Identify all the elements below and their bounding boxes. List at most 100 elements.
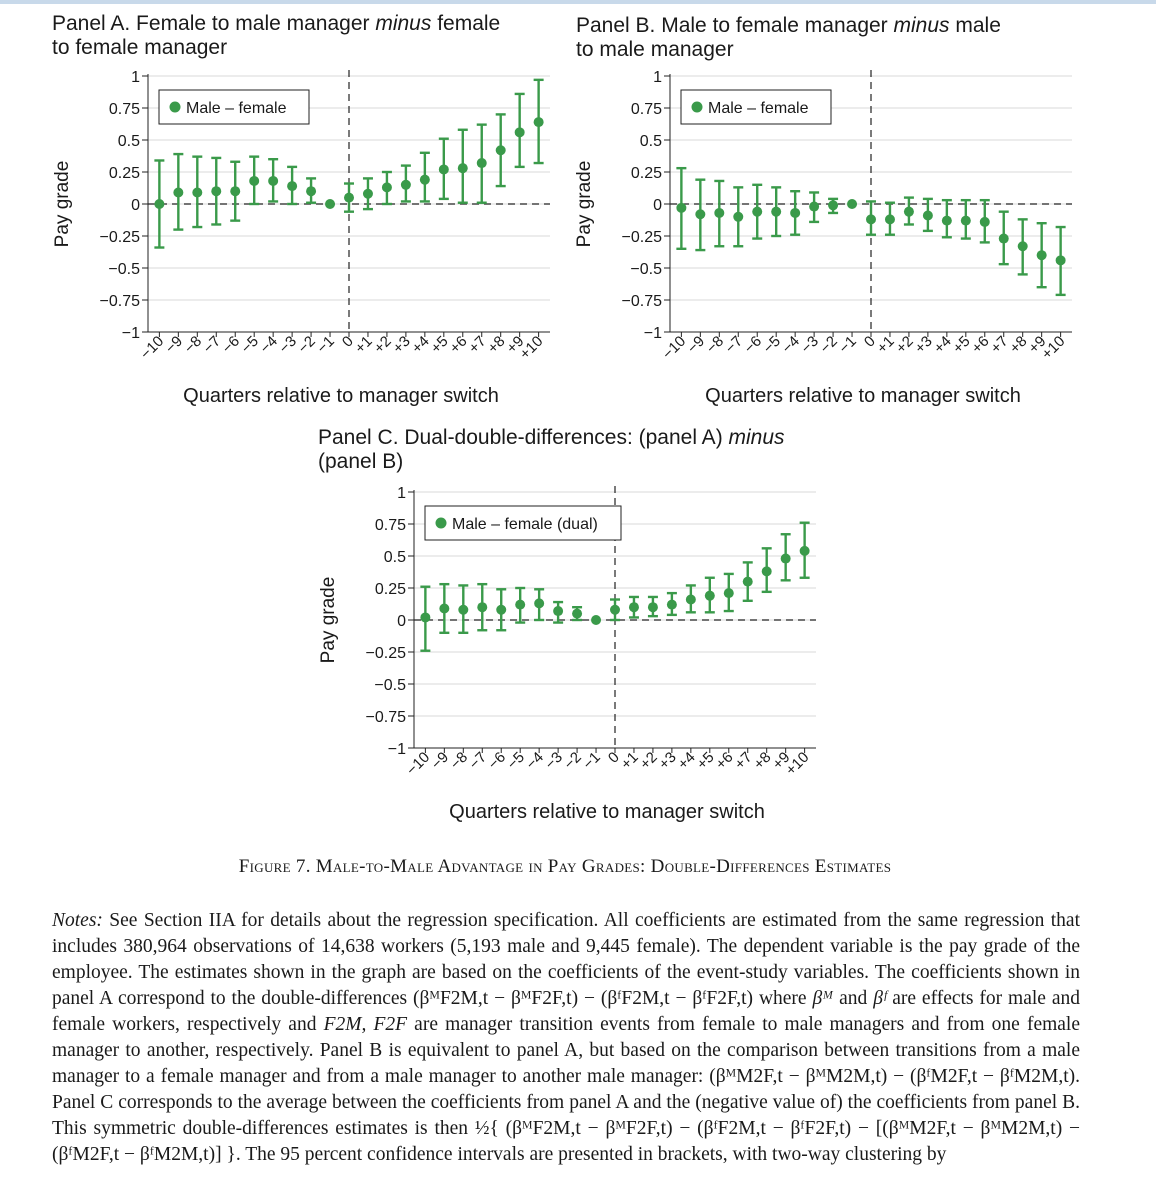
- x-tick-label: +10: [1038, 333, 1068, 363]
- y-tick-label: 1: [397, 485, 406, 502]
- formula-panel-a: (βᴹF2M,t − βᴹF2F,t) − (βᶠF2M,t − βᶠF2F,t…: [413, 988, 754, 1009]
- y-tick-label: 0.5: [640, 133, 662, 150]
- figure-caption: Figure 7. Male-to-Male Advantage in Pay …: [238, 856, 892, 877]
- data-point: [553, 606, 564, 617]
- y-tick-label: −0.75: [366, 709, 407, 726]
- y-axis-title: Pay grade: [318, 577, 339, 664]
- data-point: [533, 117, 544, 128]
- panel-b-title: Panel B. Male to female manager minus ma…: [576, 14, 1001, 61]
- formula-panel-c: ½{ (βᴹF2M,t − βᴹF2F,t) − (βᶠF2M,t − βᶠF2…: [52, 1118, 1081, 1165]
- data-point: [496, 604, 507, 615]
- y-tick-label: −0.75: [622, 293, 663, 310]
- y-tick-label: 0.25: [109, 165, 140, 182]
- data-point: [941, 215, 952, 226]
- y-tick-label: −0.5: [108, 261, 140, 278]
- legend-box: [424, 505, 622, 541]
- y-tick-label: −1: [644, 325, 662, 342]
- x-axis-title: Quarters relative to manager switch: [183, 385, 499, 407]
- y-tick-label: 0.75: [375, 517, 406, 534]
- data-point: [572, 608, 583, 619]
- data-point: [884, 214, 895, 225]
- y-tick-label: 0.75: [631, 101, 662, 118]
- data-point: [771, 206, 782, 217]
- data-point: [287, 181, 298, 192]
- data-point: [173, 187, 184, 198]
- data-point: [903, 206, 914, 217]
- data-point: [534, 598, 545, 609]
- data-point: [647, 602, 658, 613]
- y-tick-label: −0.25: [100, 229, 141, 246]
- data-point: [998, 233, 1009, 244]
- legend-marker: [169, 101, 181, 113]
- y-tick-label: −0.25: [366, 645, 407, 662]
- y-tick-label: −1: [122, 325, 140, 342]
- data-point: [847, 199, 858, 209]
- data-point: [752, 206, 763, 217]
- data-point: [362, 188, 373, 199]
- notes-label: Notes:: [52, 910, 103, 931]
- data-point: [438, 164, 449, 175]
- data-point: [230, 186, 241, 197]
- x-axis-title: Quarters relative to manager switch: [449, 801, 765, 823]
- y-tick-label: 1: [653, 69, 662, 86]
- data-point: [610, 604, 620, 615]
- data-point: [419, 174, 430, 185]
- data-point: [809, 201, 820, 212]
- x-tick-label: −10: [137, 333, 167, 363]
- x-tick-label: −1: [580, 749, 604, 773]
- data-point: [457, 163, 468, 174]
- legend-label: Male – female: [708, 100, 809, 117]
- data-point: [458, 604, 469, 615]
- x-tick-label: +10: [782, 749, 812, 779]
- figure-notes: Notes: See Section IIA for details about…: [52, 910, 1081, 1165]
- data-point: [628, 602, 639, 613]
- data-point: [1036, 250, 1047, 261]
- x-axis-title: Quarters relative to manager switch: [705, 385, 1021, 407]
- data-point: [723, 588, 734, 599]
- x-tick-label: −1: [836, 333, 860, 357]
- y-tick-label: −0.5: [374, 677, 406, 694]
- data-point: [828, 200, 839, 211]
- legend-box: [158, 89, 310, 125]
- data-point: [866, 214, 876, 225]
- data-point: [676, 202, 687, 213]
- y-tick-label: 0.5: [384, 549, 406, 566]
- y-axis-title: Pay grade: [52, 161, 73, 248]
- panel-b-chart: −1−0.75−0.5−0.2500.250.50.751−10−9−8−7−6…: [574, 69, 1072, 407]
- y-tick-label: 0: [397, 613, 406, 630]
- top-rule: [0, 0, 1156, 4]
- data-point: [268, 175, 279, 186]
- data-point: [192, 187, 203, 198]
- data-point: [495, 145, 506, 156]
- data-point: [477, 602, 488, 613]
- y-axis-title: Pay grade: [574, 161, 595, 248]
- data-point: [420, 612, 431, 623]
- y-tick-label: 0.75: [109, 101, 140, 118]
- panel-c-chart: −1−0.75−0.5−0.2500.250.50.751−10−9−8−7−6…: [318, 485, 816, 823]
- data-point: [733, 211, 744, 222]
- x-tick-label: −10: [659, 333, 689, 363]
- data-point: [515, 599, 526, 610]
- data-point: [154, 199, 165, 209]
- y-tick-label: −0.5: [630, 261, 662, 278]
- x-tick-label: +10: [516, 333, 546, 363]
- data-point: [704, 590, 715, 601]
- data-point: [790, 207, 801, 218]
- y-tick-label: −1: [388, 741, 406, 758]
- data-point: [344, 192, 354, 203]
- legend-box: [680, 89, 832, 125]
- data-point: [666, 599, 677, 610]
- y-tick-label: 1: [131, 69, 140, 86]
- data-point: [476, 158, 487, 169]
- data-point: [695, 209, 706, 220]
- y-tick-label: 0.25: [631, 165, 662, 182]
- y-tick-label: −0.25: [622, 229, 663, 246]
- legend-marker: [435, 517, 447, 529]
- data-point: [780, 553, 791, 564]
- legend-marker: [691, 101, 703, 113]
- x-tick-label: −1: [314, 333, 338, 357]
- data-point: [742, 576, 753, 587]
- data-point: [591, 615, 602, 625]
- data-point: [1017, 241, 1028, 252]
- data-point: [685, 594, 696, 605]
